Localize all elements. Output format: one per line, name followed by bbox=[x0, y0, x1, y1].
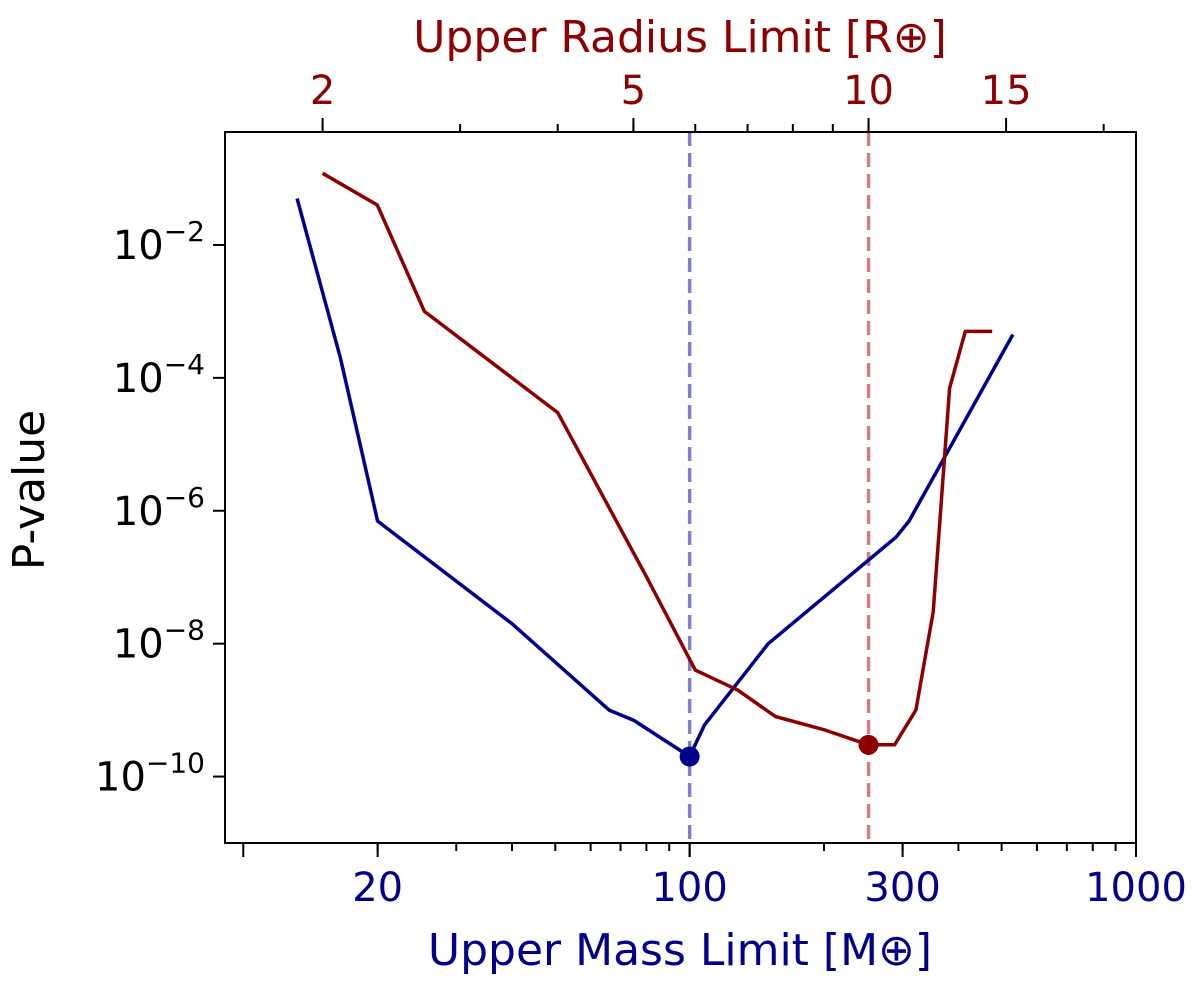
x-bottom-tick-label: 100 bbox=[651, 865, 727, 911]
x-top-tick-label: 15 bbox=[981, 68, 1032, 114]
series-line-mass bbox=[295, 198, 1015, 759]
x-top-axis-title: Upper Radius Limit [R⊕] bbox=[413, 12, 947, 63]
y-tick-label: 10−10 bbox=[95, 747, 205, 801]
x-top-tick-label: 5 bbox=[621, 68, 646, 114]
x-bottom-tick-label: 20 bbox=[352, 865, 403, 911]
minimum-marker-top bbox=[858, 734, 879, 755]
plot-frame bbox=[224, 131, 1137, 844]
minimum-markers bbox=[679, 734, 879, 767]
y-tick-label: 10−8 bbox=[113, 614, 205, 668]
x-top-tick-label: 10 bbox=[843, 68, 894, 114]
x-bottom-axis-title: Upper Mass Limit [M⊕] bbox=[428, 925, 932, 976]
reference-lines bbox=[687, 132, 871, 843]
y-tick-label: 10−6 bbox=[113, 481, 205, 535]
minimum-marker-bottom bbox=[679, 746, 700, 767]
axis-ticks: 20 100 300 1000 2 5 10 15 10−2 10−4 10−6 10−8 10−10 bbox=[95, 68, 1187, 911]
series-lines bbox=[295, 171, 1015, 759]
x-bottom-tick-label: 300 bbox=[864, 865, 940, 911]
series-line-radius bbox=[321, 171, 993, 747]
x-top-tick-label: 2 bbox=[310, 68, 335, 114]
y-axis-title: P-value bbox=[4, 410, 55, 570]
y-tick-label: 10−4 bbox=[113, 348, 205, 402]
x-bottom-tick-label: 1000 bbox=[1085, 865, 1187, 911]
y-tick-label: 10−2 bbox=[113, 215, 205, 269]
